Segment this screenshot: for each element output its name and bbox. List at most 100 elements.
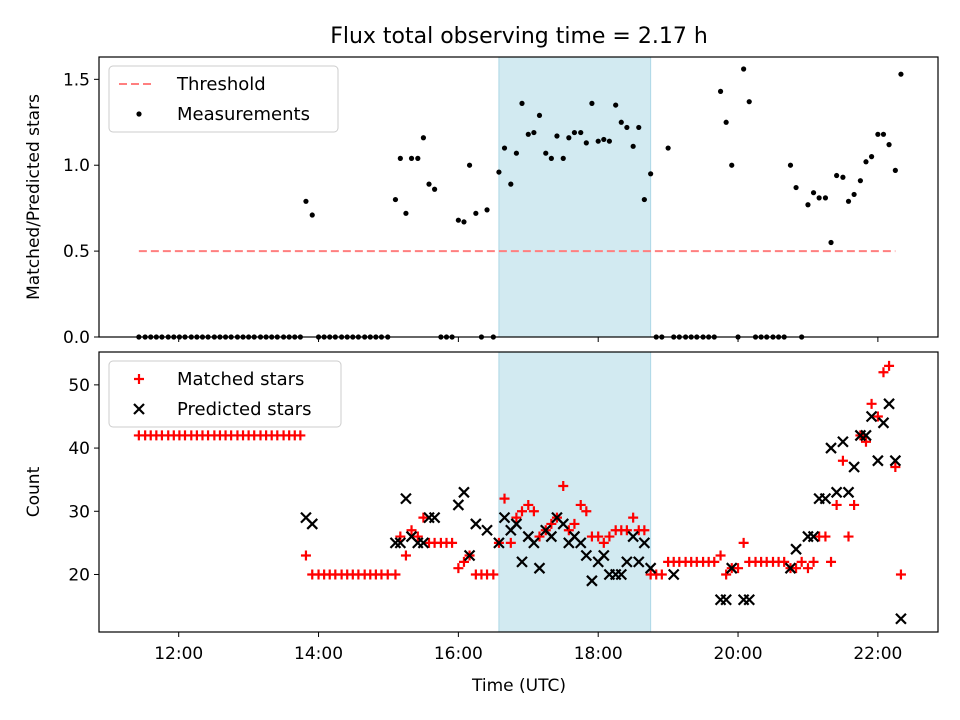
measurement-point <box>473 210 479 216</box>
predicted-point <box>510 518 523 530</box>
matched-point <box>395 531 406 542</box>
matched-point <box>628 512 639 523</box>
measurement-point <box>519 100 525 106</box>
predicted-point <box>528 537 540 549</box>
predicted-point <box>848 461 860 473</box>
y-tick-label: 20 <box>68 565 90 585</box>
predicted-point <box>872 454 884 467</box>
measurement-point <box>466 162 473 168</box>
matched-point <box>831 499 842 510</box>
matched-point <box>621 525 632 536</box>
axes-frame <box>98 56 939 338</box>
matched-point <box>406 525 417 536</box>
predicted-point <box>667 568 680 581</box>
legend-key <box>134 374 144 384</box>
measurement-point <box>636 124 642 131</box>
matched-point <box>779 556 790 567</box>
measurement-point <box>408 155 415 161</box>
legend-key <box>136 111 142 117</box>
measurement-point <box>641 196 647 203</box>
matched-point <box>516 506 527 517</box>
measurement-point <box>513 150 520 156</box>
predicted-point <box>580 549 593 562</box>
x-axis-label: Time (UTC) <box>471 676 566 696</box>
measurement-point <box>857 178 863 184</box>
measurement-point <box>531 129 537 136</box>
measurement-point <box>828 239 834 246</box>
y-tick-label: 0.0 <box>63 328 90 348</box>
x-tick-label: 18:00 <box>574 644 623 664</box>
measurement-point <box>420 135 427 141</box>
measurement-point <box>560 155 566 161</box>
matched-point <box>295 430 306 441</box>
measurement-point <box>415 155 421 161</box>
measurement-point <box>648 171 654 177</box>
series-predicted-stars <box>300 398 907 625</box>
measurement-point <box>875 131 881 137</box>
measurement-point <box>571 129 578 136</box>
matched-point <box>546 518 557 529</box>
measurement-point <box>589 100 595 106</box>
measurement-point <box>717 88 724 94</box>
predicted-point <box>458 486 470 499</box>
measurement-point <box>548 155 554 161</box>
measurement-point <box>583 140 589 146</box>
measurement-point <box>613 102 619 108</box>
legend-predicted-marker <box>133 403 145 415</box>
measurement-point <box>851 191 857 198</box>
legend-box <box>108 65 339 133</box>
predicted-point <box>790 543 802 555</box>
matched-point <box>593 531 604 542</box>
predicted-point <box>644 562 657 574</box>
x-tick-label: 22:00 <box>853 644 902 664</box>
predicted-point <box>470 518 482 530</box>
measurement-point <box>741 66 747 72</box>
matched-point <box>656 569 667 580</box>
predicted-point <box>819 492 832 505</box>
measurement-point <box>787 162 794 168</box>
measurement-point <box>426 181 432 187</box>
predicted-point <box>493 537 505 549</box>
matched-point <box>528 506 539 517</box>
predicted-point <box>615 568 628 581</box>
matched-point <box>826 556 837 567</box>
predicted-point <box>842 486 855 499</box>
predicted-point <box>632 556 645 568</box>
measurement-point <box>508 181 514 187</box>
predicted-point <box>837 435 849 448</box>
measurement-point <box>536 112 543 119</box>
matched-point <box>860 436 871 447</box>
measurement-point <box>618 119 624 125</box>
predicted-point <box>860 429 872 442</box>
predicted-point <box>784 562 797 574</box>
matched-point <box>534 531 545 542</box>
measurement-point <box>601 136 607 143</box>
predicted-point <box>895 612 907 625</box>
predicted-point <box>481 524 493 537</box>
predicted-point <box>743 593 756 606</box>
predicted-point <box>545 530 558 543</box>
matched-point <box>447 537 458 548</box>
measurement-point <box>566 135 572 141</box>
matched-point <box>604 531 615 542</box>
matched-point <box>808 556 819 567</box>
predicted-point <box>889 454 902 467</box>
predicted-point <box>598 549 610 562</box>
measurement-point <box>624 124 630 131</box>
measurement-point <box>845 198 852 204</box>
measurement-point <box>822 195 829 201</box>
matched-point <box>569 518 580 529</box>
matched-point <box>820 531 831 542</box>
measurement-point <box>392 196 399 203</box>
bottom-panel: 20 30 40 50 12:00 14:00 16:00 18:00 20:00 22:00 Co… <box>24 351 939 664</box>
measurement-point <box>501 145 508 151</box>
matched-point <box>715 550 726 561</box>
measurement-point <box>554 133 560 139</box>
matched-point <box>796 556 807 567</box>
matched-point <box>418 512 429 523</box>
predicted-point <box>883 398 895 410</box>
measurement-point <box>863 159 869 165</box>
matched-point <box>738 537 749 548</box>
measurement-point <box>595 138 601 144</box>
y-tick-label: 30 <box>68 502 90 522</box>
